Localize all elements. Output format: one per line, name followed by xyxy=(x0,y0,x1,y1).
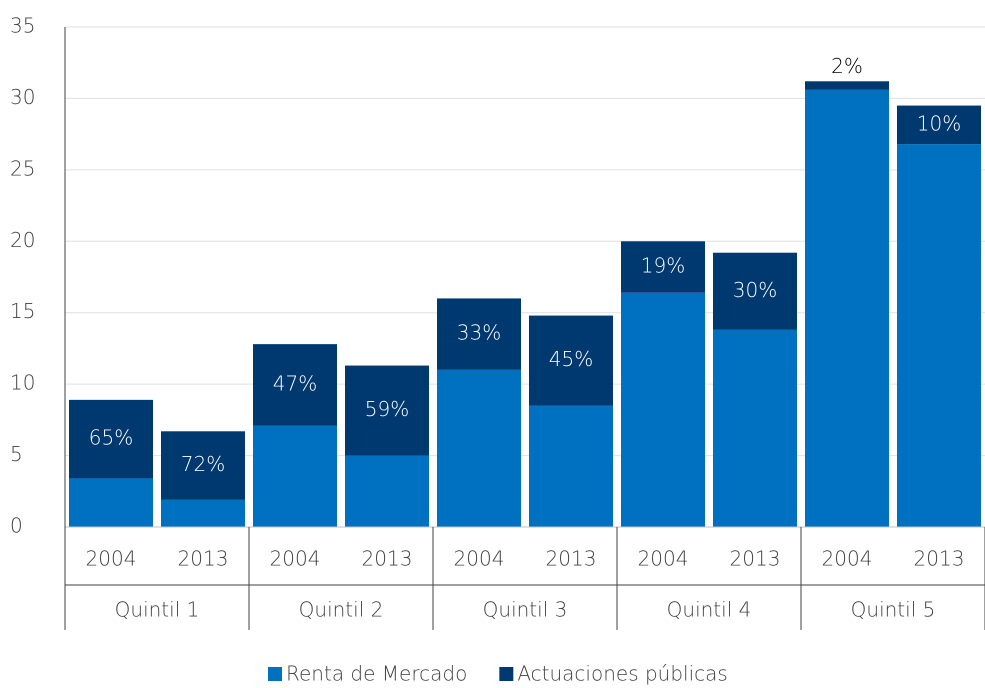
y-tick-label: 35 xyxy=(10,14,35,38)
bar-segment xyxy=(253,344,337,426)
bar-segment xyxy=(437,369,521,527)
x-tick-label: 2013 xyxy=(546,547,597,571)
share-label: 2% xyxy=(831,54,863,78)
share-label: 47% xyxy=(273,371,317,395)
x-tick-label: 2004 xyxy=(638,547,689,571)
y-tick-label: 30 xyxy=(10,85,35,109)
share-label: 33% xyxy=(457,321,501,345)
share-label: 10% xyxy=(917,111,961,135)
bar-segment xyxy=(253,425,337,527)
y-tick-label: 10 xyxy=(10,371,35,395)
bar-segment xyxy=(897,144,981,527)
y-tick-label: 25 xyxy=(10,156,35,180)
share-label: 30% xyxy=(733,278,777,302)
x-tick-label: 2004 xyxy=(454,547,505,571)
y-tick-label: 5 xyxy=(10,442,23,466)
bar-segment xyxy=(897,105,981,145)
bar-segment xyxy=(345,455,429,527)
y-tick-label: 0 xyxy=(10,514,23,538)
share-label: 72% xyxy=(181,452,225,476)
legend-swatch xyxy=(268,667,282,681)
legend-label: Renta de Mercado xyxy=(286,662,467,686)
bar-segment xyxy=(345,365,429,456)
bar-segment xyxy=(437,298,521,370)
x-tick-label: 2004 xyxy=(270,547,321,571)
share-label: 65% xyxy=(89,426,133,450)
group-label: Quintil 2 xyxy=(299,598,384,622)
legend-label: Actuaciones públicas xyxy=(517,662,728,686)
x-tick-label: 2013 xyxy=(178,547,229,571)
bar-segment xyxy=(713,252,797,330)
x-tick-label: 2013 xyxy=(914,547,965,571)
group-label: Quintil 1 xyxy=(115,598,200,622)
bar-segment xyxy=(529,405,613,527)
bar-segment xyxy=(69,399,153,479)
bar-segment xyxy=(805,81,889,90)
share-label: 45% xyxy=(549,347,593,371)
legend-swatch xyxy=(499,667,514,681)
y-tick-label: 15 xyxy=(10,299,35,323)
bar-segment xyxy=(621,292,705,527)
bar-segment xyxy=(805,89,889,527)
x-tick-label: 2013 xyxy=(362,547,413,571)
bar-segment xyxy=(529,315,613,406)
bar-segment xyxy=(161,431,245,500)
group-label: Quintil 3 xyxy=(483,598,568,622)
x-tick-label: 2004 xyxy=(822,547,873,571)
x-tick-label: 2004 xyxy=(86,547,137,571)
bar-segment xyxy=(161,499,245,527)
y-tick-label: 20 xyxy=(10,228,35,252)
bar-segment xyxy=(713,329,797,527)
x-tick-label: 2013 xyxy=(730,547,781,571)
bar-segment xyxy=(621,241,705,293)
share-label: 19% xyxy=(641,254,685,278)
group-label: Quintil 5 xyxy=(851,598,936,622)
share-label: 59% xyxy=(365,397,409,421)
group-label: Quintil 4 xyxy=(667,598,752,622)
bar-segment xyxy=(69,478,153,527)
